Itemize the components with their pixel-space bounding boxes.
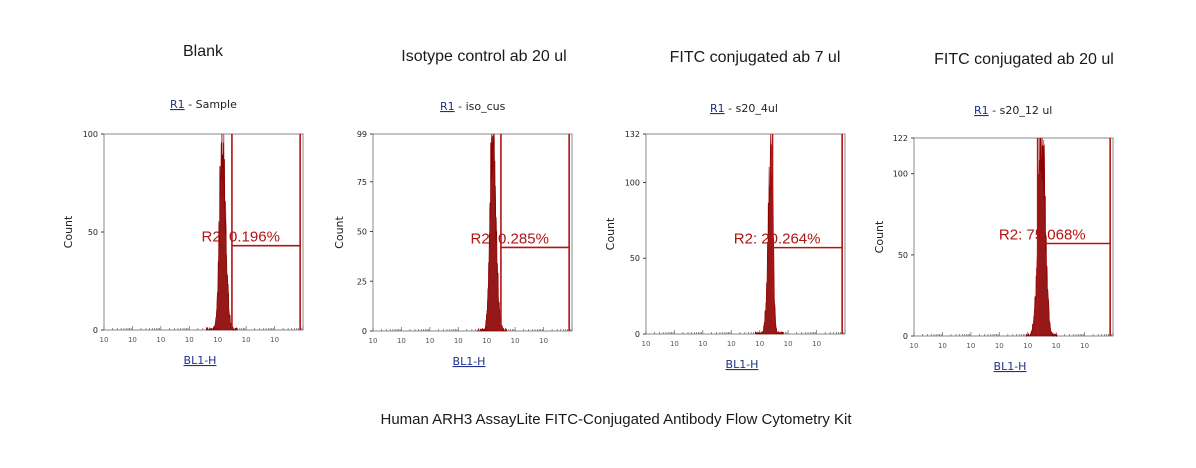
x-axis-label[interactable]: BL1-H xyxy=(994,360,1027,373)
x-tick-label: 10 xyxy=(425,337,434,345)
x-tick-label: 10 xyxy=(910,342,919,350)
region-name: - iso_cus xyxy=(455,100,506,113)
x-axis-label[interactable]: BL1-H xyxy=(184,354,217,367)
y-tick-label: 100 xyxy=(893,170,908,179)
y-tick-label: 0 xyxy=(635,330,640,339)
histogram-area xyxy=(476,133,507,332)
gate-label: R2: 75.068% xyxy=(999,226,1086,243)
y-tick-label: 50 xyxy=(357,228,367,237)
x-tick-label: 10 xyxy=(995,342,1004,350)
histogram-panel: Isotype control ab 20 ul R1 - iso_cus 0 25 5… xyxy=(333,48,573,368)
y-tick-label: 100 xyxy=(83,130,98,139)
y-tick-label: 50 xyxy=(630,254,640,263)
y-tick-label: 122 xyxy=(893,134,908,143)
x-tick-label: 10 xyxy=(812,340,821,348)
region-name: - s20_12 ul xyxy=(989,104,1053,117)
x-tick-label: 10 xyxy=(1052,342,1061,350)
gate-label: R2: 0.285% xyxy=(471,230,549,247)
x-tick-label: 10 xyxy=(539,337,548,345)
x-tick-label: 10 xyxy=(784,340,793,348)
x-tick-label: 10 xyxy=(213,336,222,344)
x-tick-label: 10 xyxy=(1080,342,1089,350)
x-tick-label: 10 xyxy=(128,336,137,344)
figure-caption: Human ARH3 AssayLite FITC-Conjugated Ant… xyxy=(380,411,852,428)
x-tick-label: 10 xyxy=(369,337,378,345)
x-tick-label: 10 xyxy=(156,336,165,344)
plot-frame xyxy=(372,133,573,332)
region-name: - s20_4ul xyxy=(725,102,778,115)
plot-frame xyxy=(913,137,1114,337)
y-tick-label: 99 xyxy=(357,130,367,139)
region-header: R1 - s20_12 ul xyxy=(974,104,1052,117)
panel-title: Isotype control ab 20 ul xyxy=(401,48,566,65)
x-tick-label: 10 xyxy=(185,336,194,344)
x-tick-label: 10 xyxy=(966,342,975,350)
y-tick-label: 0 xyxy=(903,332,908,341)
x-tick-label: 10 xyxy=(242,336,251,344)
x-tick-label: 10 xyxy=(727,340,736,348)
region-link[interactable]: R1 xyxy=(974,104,989,117)
region-name: - Sample xyxy=(185,98,237,111)
x-tick-label: 10 xyxy=(397,337,406,345)
histogram-panel: FITC conjugated ab 20 ul R1 - s20_12 ul 0 5… xyxy=(873,51,1114,373)
y-tick-label: 50 xyxy=(88,228,98,237)
y-tick-label: 75 xyxy=(357,178,367,187)
x-tick-label: 10 xyxy=(670,340,679,348)
x-axis-label[interactable]: BL1-H xyxy=(453,355,486,368)
x-tick-label: 10 xyxy=(642,340,651,348)
plot-frame xyxy=(645,133,846,335)
x-axis-label[interactable]: BL1-H xyxy=(726,358,759,371)
y-tick-label: 100 xyxy=(625,178,640,187)
region-link[interactable]: R1 xyxy=(710,102,725,115)
y-tick-label: 0 xyxy=(93,326,98,335)
region-link[interactable]: R1 xyxy=(170,98,185,111)
histogram-panel: FITC conjugated ab 7 ul R1 - s20_4ul 0 50 10… xyxy=(604,49,846,371)
x-tick-label: 10 xyxy=(755,340,764,348)
x-tick-label: 10 xyxy=(454,337,463,345)
x-tick-label: 10 xyxy=(938,342,947,350)
histogram-panel: Blank R1 - Sample 0 50 100 10 10 10 10 10 10 10 BL1-… xyxy=(62,43,304,367)
x-tick-label: 10 xyxy=(270,336,279,344)
y-axis-label: Count xyxy=(333,215,346,248)
y-tick-label: 50 xyxy=(898,251,908,260)
region-header: R1 - s20_4ul xyxy=(710,102,778,115)
region-header: R1 - Sample xyxy=(170,98,237,111)
x-tick-label: 10 xyxy=(1023,342,1032,350)
panel-title: FITC conjugated ab 7 ul xyxy=(670,49,841,66)
y-tick-label: 0 xyxy=(362,327,367,336)
histogram-area xyxy=(755,133,784,335)
histogram-area xyxy=(1025,137,1058,338)
y-tick-label: 132 xyxy=(625,130,640,139)
x-tick-label: 10 xyxy=(511,337,520,345)
panel-title: Blank xyxy=(183,43,224,60)
y-axis-label: Count xyxy=(62,215,75,248)
y-tick-label: 25 xyxy=(357,277,367,286)
x-tick-label: 10 xyxy=(698,340,707,348)
region-header: R1 - iso_cus xyxy=(440,100,506,113)
panel-title: FITC conjugated ab 20 ul xyxy=(934,51,1114,68)
y-axis-label: Count xyxy=(873,220,886,253)
x-tick-label: 10 xyxy=(100,336,109,344)
region-link[interactable]: R1 xyxy=(440,100,455,113)
y-axis-label: Count xyxy=(604,217,617,250)
x-tick-label: 10 xyxy=(482,337,491,345)
gate-label: R2: 0.196% xyxy=(202,229,280,246)
gate-label: R2: 20.264% xyxy=(734,231,821,248)
